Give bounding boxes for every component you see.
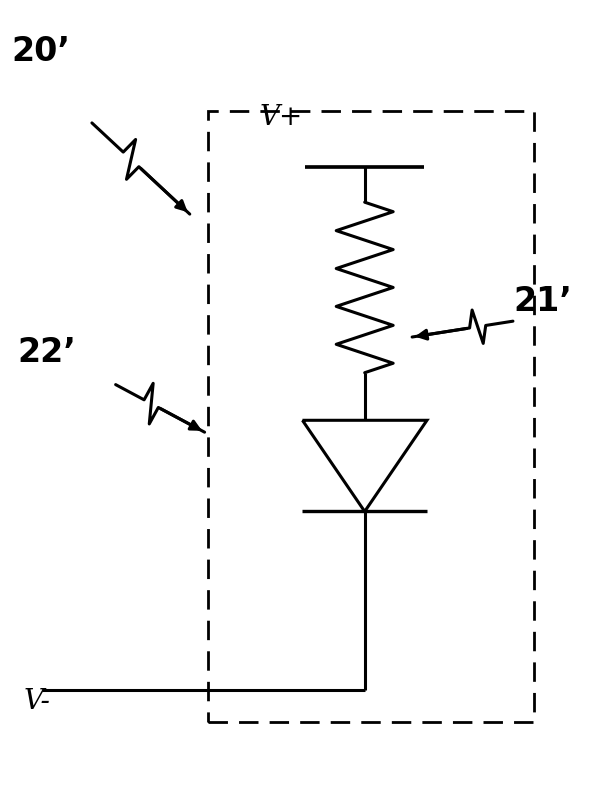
- Text: 22’: 22’: [18, 336, 76, 370]
- Text: 20’: 20’: [12, 35, 71, 68]
- Text: V+: V+: [260, 104, 303, 131]
- Text: V-: V-: [24, 688, 50, 715]
- Text: 21’: 21’: [513, 285, 572, 318]
